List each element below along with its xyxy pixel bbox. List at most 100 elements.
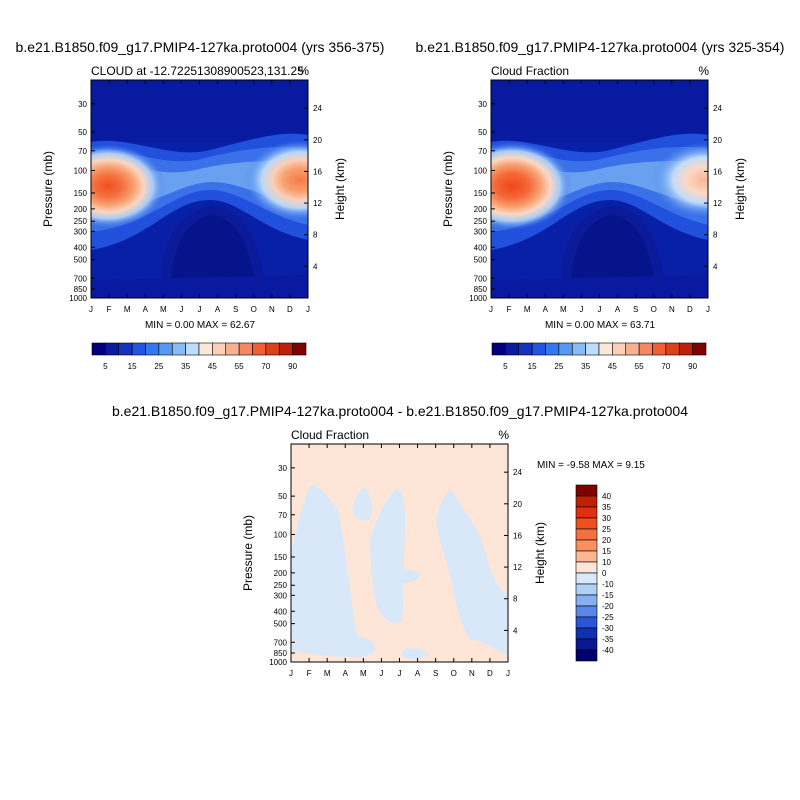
panel-3-field (291, 444, 508, 662)
x-tick-label: D (487, 669, 493, 678)
panel-3-title: b.e21.B1850.f09_g17.PMIP4-127ka.proto004… (112, 403, 688, 419)
colorbar-swatch (575, 638, 598, 651)
colorbar-label: 45 (208, 362, 217, 371)
y-tick-label: 400 (274, 607, 288, 616)
y-right-tick-label: 4 (513, 626, 518, 635)
colorbar-label: 10 (602, 558, 611, 567)
y-tick-label: 70 (278, 511, 287, 520)
y-tick-label: 400 (474, 243, 488, 252)
y-right-tick-label: 12 (313, 199, 322, 208)
y-tick-label: 150 (74, 189, 88, 198)
y-tick-label: 70 (478, 147, 487, 156)
panel-2: b.e21.B1850.f09_g17.PMIP4-127ka.proto004… (416, 39, 785, 371)
colorbar-swatch (158, 342, 173, 356)
colorbar-swatch (575, 528, 598, 541)
x-tick-label: J (198, 305, 202, 314)
panel-2-subtitle: Cloud Fraction (491, 64, 569, 78)
panel-2-colorbar: 5 15 25 35 45 55 70 90 (491, 342, 707, 371)
colorbar-swatch (265, 342, 280, 356)
colorbar-swatch (625, 342, 640, 356)
y-right-tick-label: 20 (313, 136, 322, 145)
x-tick-label: J (579, 305, 583, 314)
panel-2-stats: MIN = 0.00 MAX = 63.71 (545, 320, 655, 331)
colorbar-label: 0 (602, 569, 607, 578)
y-tick-label: 100 (474, 167, 488, 176)
y-right-tick-label: 12 (713, 199, 722, 208)
y-tick-label: 500 (274, 620, 288, 629)
colorbar-label: 70 (261, 362, 270, 371)
colorbar-swatch (198, 342, 213, 356)
x-tick-label: J (706, 305, 710, 314)
colorbar-swatch (91, 342, 106, 356)
panel-1-colorbar: 5 15 25 35 45 55 70 90 (91, 342, 307, 371)
panel-2-peak-left (491, 142, 572, 230)
y-tick-label: 30 (78, 100, 87, 109)
y-tick-label: 850 (474, 285, 488, 294)
y-right-tick-label: 8 (713, 231, 718, 240)
colorbar-swatch (575, 484, 598, 497)
colorbar-swatch (678, 342, 693, 356)
colorbar-swatch (575, 550, 598, 563)
y-tick-label: 1000 (69, 294, 87, 303)
x-tick-label: A (343, 669, 349, 678)
x-tick-label: J (506, 669, 510, 678)
y-tick-label: 700 (274, 638, 288, 647)
panel-2-ylabel-right: Height (km) (733, 158, 747, 220)
y-tick-label: 1000 (469, 294, 487, 303)
colorbar-label: 25 (154, 362, 163, 371)
colorbar-label: 25 (554, 362, 563, 371)
panel-1-subtitle: CLOUD at -12.72251308900523,131.25 (91, 64, 304, 78)
colorbar-label: 35 (581, 362, 590, 371)
y-tick-label: 1000 (269, 658, 287, 667)
colorbar-swatch (575, 572, 598, 585)
colorbar-swatch (575, 583, 598, 596)
x-tick-label: J (289, 669, 293, 678)
colorbar-label: 15 (128, 362, 137, 371)
colorbar-swatch (598, 342, 613, 356)
y-tick-label: 500 (474, 256, 488, 265)
y-tick-label: 200 (274, 569, 288, 578)
colorbar-label: -35 (602, 635, 614, 644)
panel-1-field (91, 80, 308, 298)
colorbar-swatch (575, 506, 598, 519)
x-tick-label: S (633, 305, 638, 314)
panel-3-neg-region-1 (291, 485, 358, 648)
panel-3-neg-region-3 (436, 490, 508, 655)
panel-1-unit: % (298, 64, 309, 78)
x-tick-label: A (143, 305, 149, 314)
colorbar-swatch (652, 342, 667, 356)
colorbar-swatch (575, 605, 598, 618)
y-tick-label: 700 (474, 274, 488, 283)
y-right-tick-label: 24 (713, 104, 722, 113)
colorbar-label: 15 (602, 547, 611, 556)
x-tick-label: J (398, 669, 402, 678)
y-tick-label: 400 (74, 243, 88, 252)
x-tick-label: N (669, 305, 675, 314)
x-tick-label: N (469, 669, 475, 678)
colorbar-swatch (612, 342, 627, 356)
y-tick-label: 50 (278, 492, 287, 501)
x-tick-label: A (415, 669, 421, 678)
panel-1-title: b.e21.B1850.f09_g17.PMIP4-127ka.proto004… (16, 39, 385, 55)
colorbar-swatch (575, 495, 598, 508)
panel-2-title: b.e21.B1850.f09_g17.PMIP4-127ka.proto004… (416, 39, 785, 55)
x-tick-label: S (233, 305, 238, 314)
y-tick-label: 150 (274, 553, 288, 562)
colorbar-label: 55 (235, 362, 244, 371)
colorbar-label: 90 (688, 362, 697, 371)
y-tick-label: 300 (74, 227, 88, 236)
panel-2-unit: % (698, 64, 709, 78)
colorbar-swatch (575, 561, 598, 574)
x-tick-label: S (433, 669, 438, 678)
panel-1-stats: MIN = 0.00 MAX = 62.67 (145, 320, 255, 331)
colorbar-swatch (292, 342, 307, 356)
y-right-tick-label: 8 (313, 231, 318, 240)
colorbar-swatch (225, 342, 240, 356)
panel-2-field (491, 80, 708, 298)
y-right-tick-label: 16 (513, 531, 522, 540)
panel-1-peak-right (245, 140, 308, 220)
y-tick-label: 300 (274, 591, 288, 600)
